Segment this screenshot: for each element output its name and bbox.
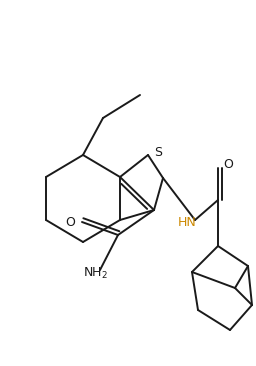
Text: NH$_2$: NH$_2$ [82, 265, 108, 281]
Text: O: O [65, 216, 75, 228]
Text: HN: HN [178, 217, 196, 229]
Text: S: S [154, 146, 162, 158]
Text: O: O [223, 158, 233, 172]
